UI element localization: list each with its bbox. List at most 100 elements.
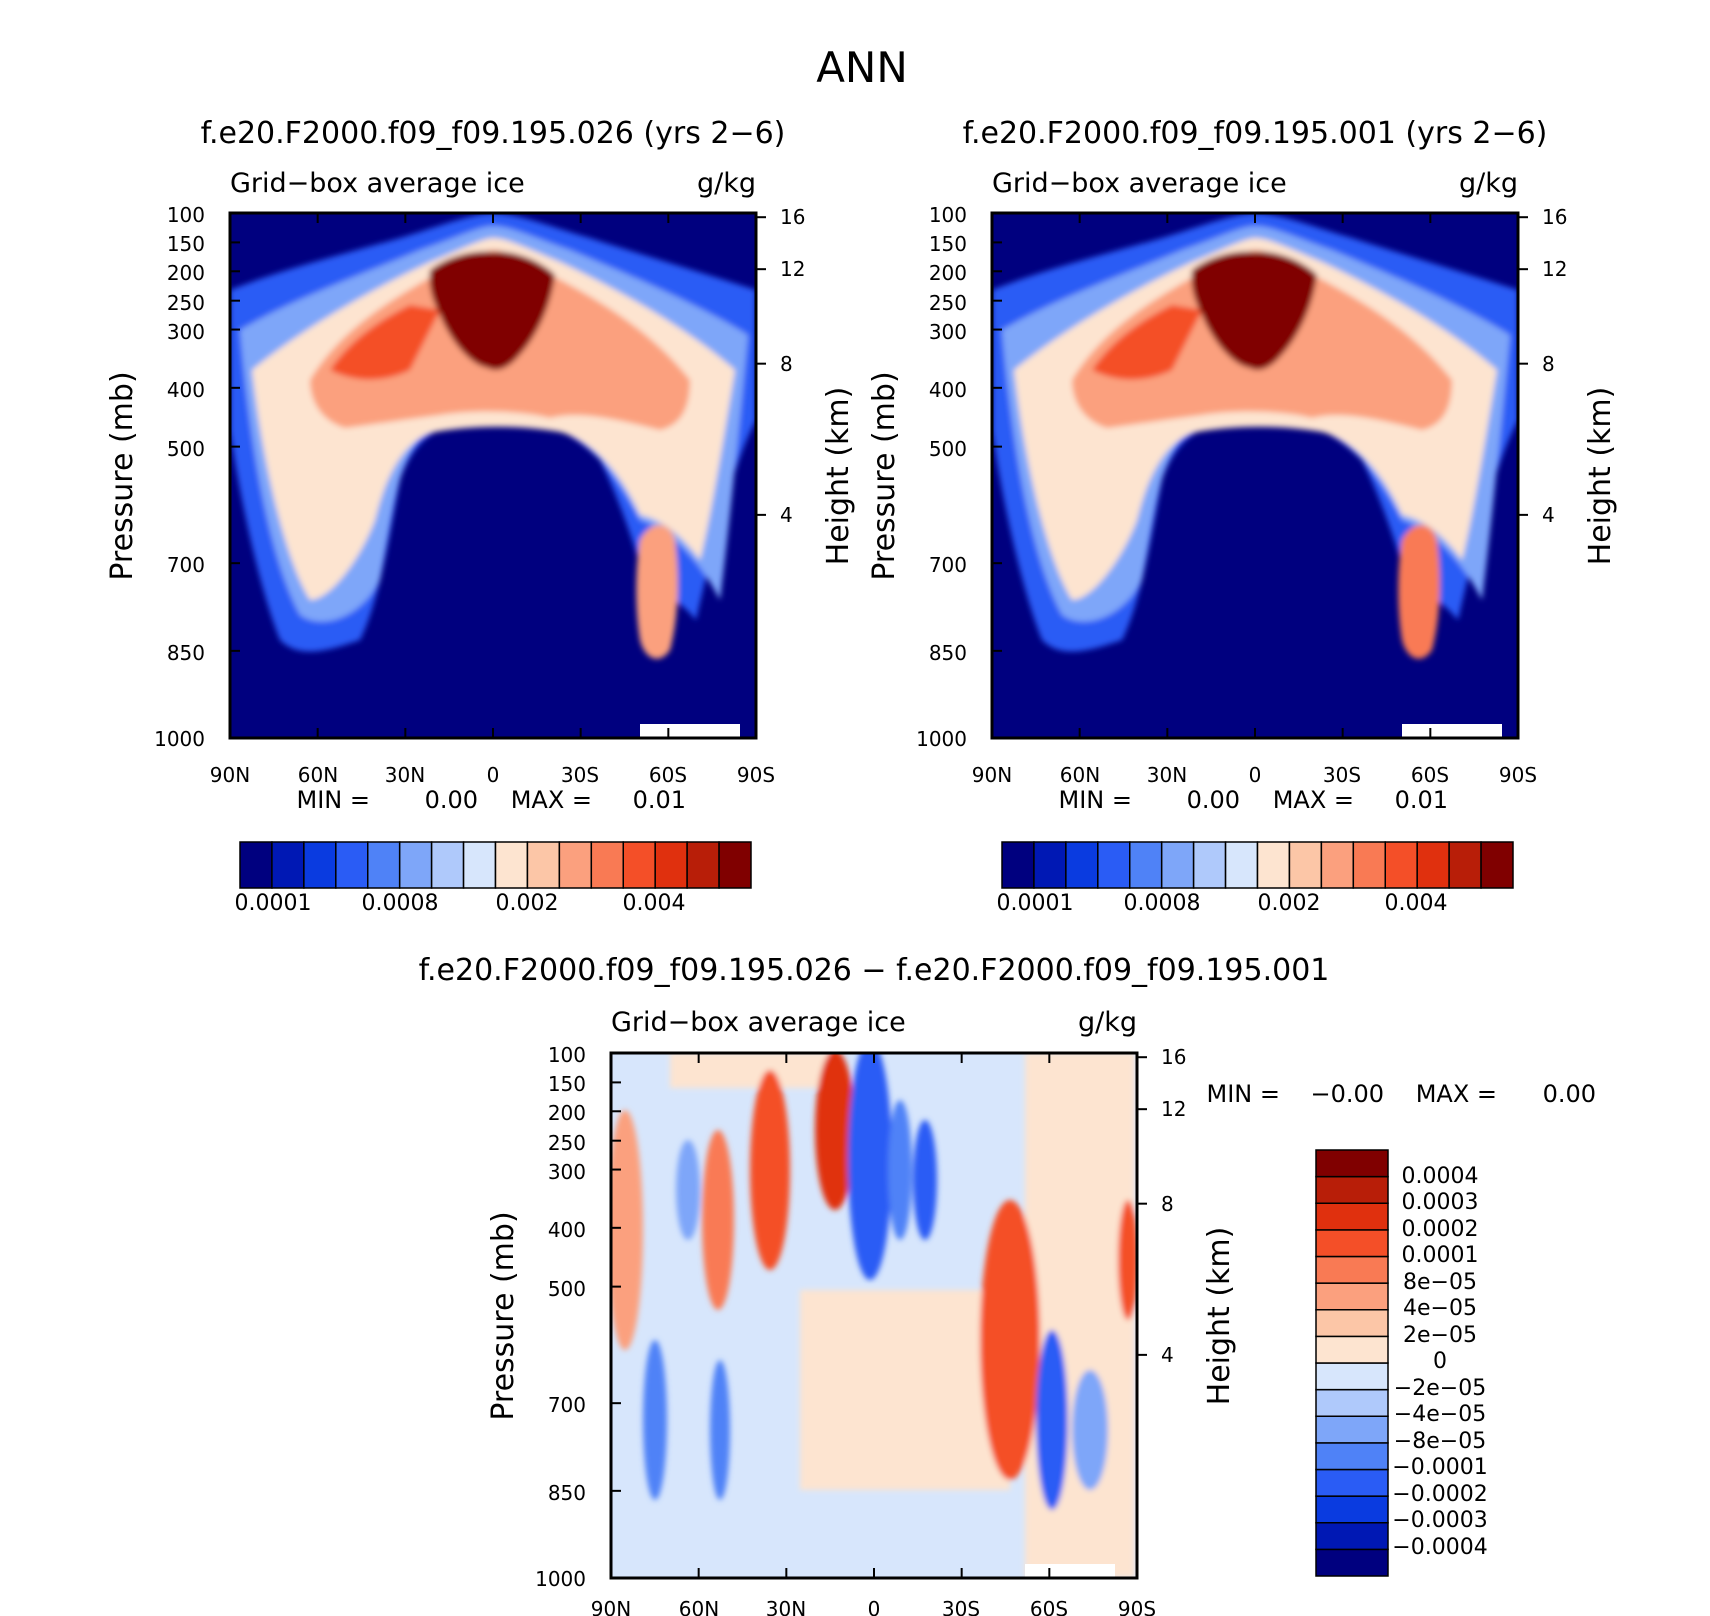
colorbar-segment [1315, 1468, 1389, 1497]
y2-tick-label: 4 [1542, 503, 1555, 527]
colorbar-label: 0.0008 [1124, 891, 1201, 916]
colorbar-segment [239, 841, 273, 889]
colorbar-segment [718, 841, 752, 889]
y-axis: 100 150 200 250 300 400 500 700 850 1000 [535, 1043, 586, 1591]
colorbar-label: −4e−05 [1394, 1402, 1486, 1427]
y-tick-label: 100 [929, 203, 967, 227]
x-tick-label: 90N [210, 763, 250, 787]
max-label: MAX = [1416, 1080, 1497, 1108]
colorbar-segment [622, 841, 656, 889]
x-tick-label: 90S [1118, 1597, 1156, 1616]
min-label: MIN = [1059, 786, 1132, 814]
y-tick-label: 100 [167, 203, 205, 227]
y-axis: 100 150 200 250 300 400 500 700 850 1000 [916, 203, 967, 751]
colorbar-segment [430, 841, 465, 889]
colorbar-label: 0.004 [1385, 891, 1448, 916]
colorbar-segment [1315, 1229, 1389, 1258]
y-axis-label: Pressure (mb) [486, 1211, 521, 1420]
panel-title: f.e20.F2000.f09_f09.195.026 − f.e20.F200… [419, 953, 1330, 988]
colorbar-segment [1384, 841, 1418, 889]
y2-tick-label: 16 [1542, 205, 1567, 229]
y2-tick-label: 8 [1161, 1192, 1174, 1216]
y2-tick-label: 16 [1161, 1045, 1186, 1069]
missing-data [1025, 1564, 1115, 1578]
colorbar-segment [303, 841, 337, 889]
colorbar-segment [1315, 1202, 1389, 1231]
y-axis-label: Pressure (mb) [867, 371, 902, 580]
left-string: Grid−box average ice [230, 168, 525, 199]
missing-data [1402, 724, 1502, 738]
min-label: MIN = [1207, 1080, 1280, 1108]
y-tick-label: 300 [167, 320, 205, 344]
y-tick-label: 1000 [535, 1567, 586, 1591]
x-tick-label: 30N [766, 1597, 806, 1616]
colorbar-segment [654, 841, 688, 889]
units-label: g/kg [1459, 168, 1518, 199]
colorbar-label: 0.0002 [1402, 1217, 1479, 1242]
colorbar-label: 0.0003 [1402, 1190, 1479, 1215]
y2-tick-label: 4 [780, 503, 793, 527]
left-string: Grid−box average ice [611, 1007, 906, 1038]
colorbar [1315, 1149, 1389, 1577]
page-title: ANN [816, 43, 908, 92]
x-tick-label: 60S [1030, 1597, 1068, 1616]
y-tick-label: 200 [548, 1101, 586, 1125]
y-axis-label: Pressure (mb) [105, 371, 140, 580]
units-label: g/kg [1078, 1007, 1137, 1038]
colorbar-segment [1256, 841, 1291, 889]
colorbar-label: 0.0001 [1402, 1243, 1479, 1268]
colorbar-label: 0.002 [496, 891, 559, 916]
max-value: 0.00 [1543, 1080, 1596, 1108]
x-tick-label: 90N [591, 1597, 631, 1616]
y-tick-label: 1000 [154, 727, 205, 751]
y-tick-label: 850 [167, 641, 205, 665]
colorbar-segment [1448, 841, 1482, 889]
colorbar-segment [367, 841, 401, 889]
y2-axis: 16 12 8 4 [1542, 205, 1567, 527]
colorbar-segment [526, 841, 561, 889]
y-tick-label: 500 [548, 1277, 586, 1301]
colorbar-segment [1315, 1149, 1389, 1178]
y-tick-label: 300 [548, 1160, 586, 1184]
x-tick-label: 30N [385, 763, 425, 787]
colorbar-segment [1320, 841, 1355, 889]
colorbar-label: 0.004 [623, 891, 686, 916]
colorbar-label: −0.0004 [1392, 1535, 1487, 1560]
colorbar-label: −2e−05 [1394, 1376, 1486, 1401]
colorbar-label: 0.0001 [997, 891, 1074, 916]
y-tick-label: 700 [167, 553, 205, 577]
colorbar [239, 841, 752, 889]
x-tick-label: 60S [1411, 763, 1449, 787]
y2-tick-label: 16 [780, 205, 805, 229]
max-value: 0.01 [1395, 786, 1448, 814]
colorbar-segment [1480, 841, 1514, 889]
min-label: MIN = [297, 786, 370, 814]
colorbar-label: 0.0001 [235, 891, 312, 916]
contour-field [611, 1053, 1137, 1578]
y-tick-label: 700 [548, 1393, 586, 1417]
panel-difference: f.e20.F2000.f09_f09.195.026 − f.e20.F200… [419, 953, 1596, 1616]
colorbar-segment [1097, 841, 1131, 889]
colorbar-labels: 0.0001 0.0008 0.002 0.004 [235, 891, 686, 916]
x-tick-label: 60N [298, 763, 338, 787]
y-tick-label: 850 [548, 1481, 586, 1505]
colorbar-segment [1315, 1255, 1389, 1284]
y2-axis-label: Height (km) [1202, 1227, 1237, 1406]
colorbar-segment [398, 841, 433, 889]
x-tick-label: 60N [1060, 763, 1100, 787]
y-tick-label: 150 [929, 232, 967, 256]
colorbar-label: −0.0003 [1392, 1508, 1487, 1533]
contour-field [992, 213, 1518, 738]
y-tick-label: 1000 [916, 727, 967, 751]
colorbar-segment [590, 841, 624, 889]
max-label: MAX = [511, 786, 592, 814]
colorbar-labels: 0.0001 0.0008 0.002 0.004 [997, 891, 1448, 916]
y2-tick-label: 12 [1161, 1097, 1186, 1121]
colorbar-label: 0.002 [1258, 891, 1321, 916]
colorbar-label: 2e−05 [1403, 1323, 1477, 1348]
colorbar-segment [1315, 1548, 1389, 1577]
x-tick-label: 0 [1249, 763, 1262, 787]
colorbar-segment [1033, 841, 1067, 889]
units-label: g/kg [697, 168, 756, 199]
